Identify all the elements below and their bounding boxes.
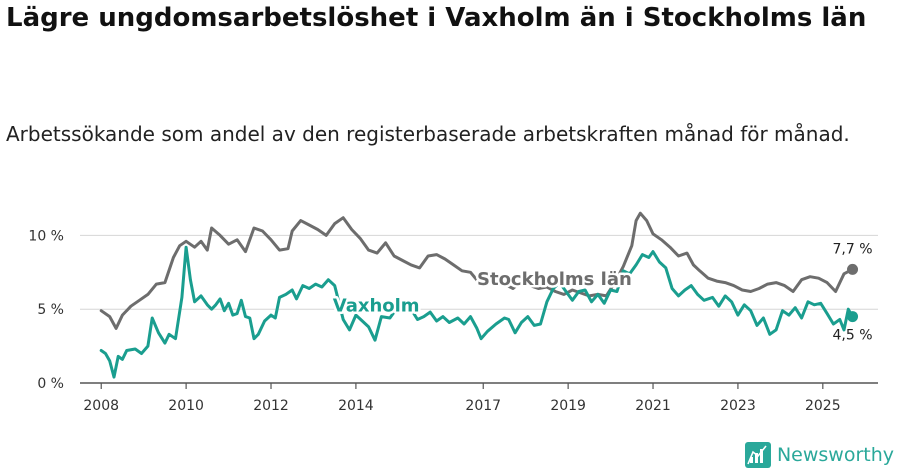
series-line-stockholm (99, 211, 854, 330)
brand-name: Newsworthy (776, 444, 894, 466)
y-tick-label: 5 % (37, 302, 64, 318)
x-tick-label: 2014 (338, 398, 374, 414)
end-label-stockholm: 7,7 % (833, 241, 873, 257)
end-label-vaxholm: 4,5 % (833, 328, 873, 344)
newsworthy-logo-icon (744, 442, 771, 468)
x-tick-label: 2023 (720, 398, 756, 414)
x-tick-label: 2025 (805, 398, 841, 414)
x-tick-label: 2012 (253, 398, 289, 414)
chart-subtitle: Arbetssökande som andel av den registerb… (6, 122, 850, 146)
x-tick-label: 2019 (550, 398, 586, 414)
newsworthy-brand: Newsworthy (744, 442, 894, 468)
end-point-stockholm (847, 263, 859, 275)
series-label-vaxholm: Vaxholm (333, 295, 420, 316)
series-line-vaxholm (99, 245, 854, 379)
x-axis: 2008 2010 2012 2014 2017 2019 2021 2023 2025 (80, 382, 878, 414)
x-tick-label: 2010 (168, 398, 204, 414)
series-labels: Stockholms län Vaxholm 7,7 % 4,5 % (330, 241, 873, 344)
series-label-stockholm: Stockholms län (477, 269, 632, 290)
x-tick-label: 2017 (465, 398, 501, 414)
x-tick-label: 2021 (635, 398, 671, 414)
chart-title: Lägre ungdomsarbetslöshet i Vaxholm än i… (6, 3, 867, 33)
y-tick-label: 0 % (37, 376, 64, 392)
y-tick-label: 10 % (28, 228, 64, 244)
x-tick-label: 2008 (83, 398, 119, 414)
series-lines (99, 211, 859, 379)
end-point-vaxholm (847, 311, 859, 323)
